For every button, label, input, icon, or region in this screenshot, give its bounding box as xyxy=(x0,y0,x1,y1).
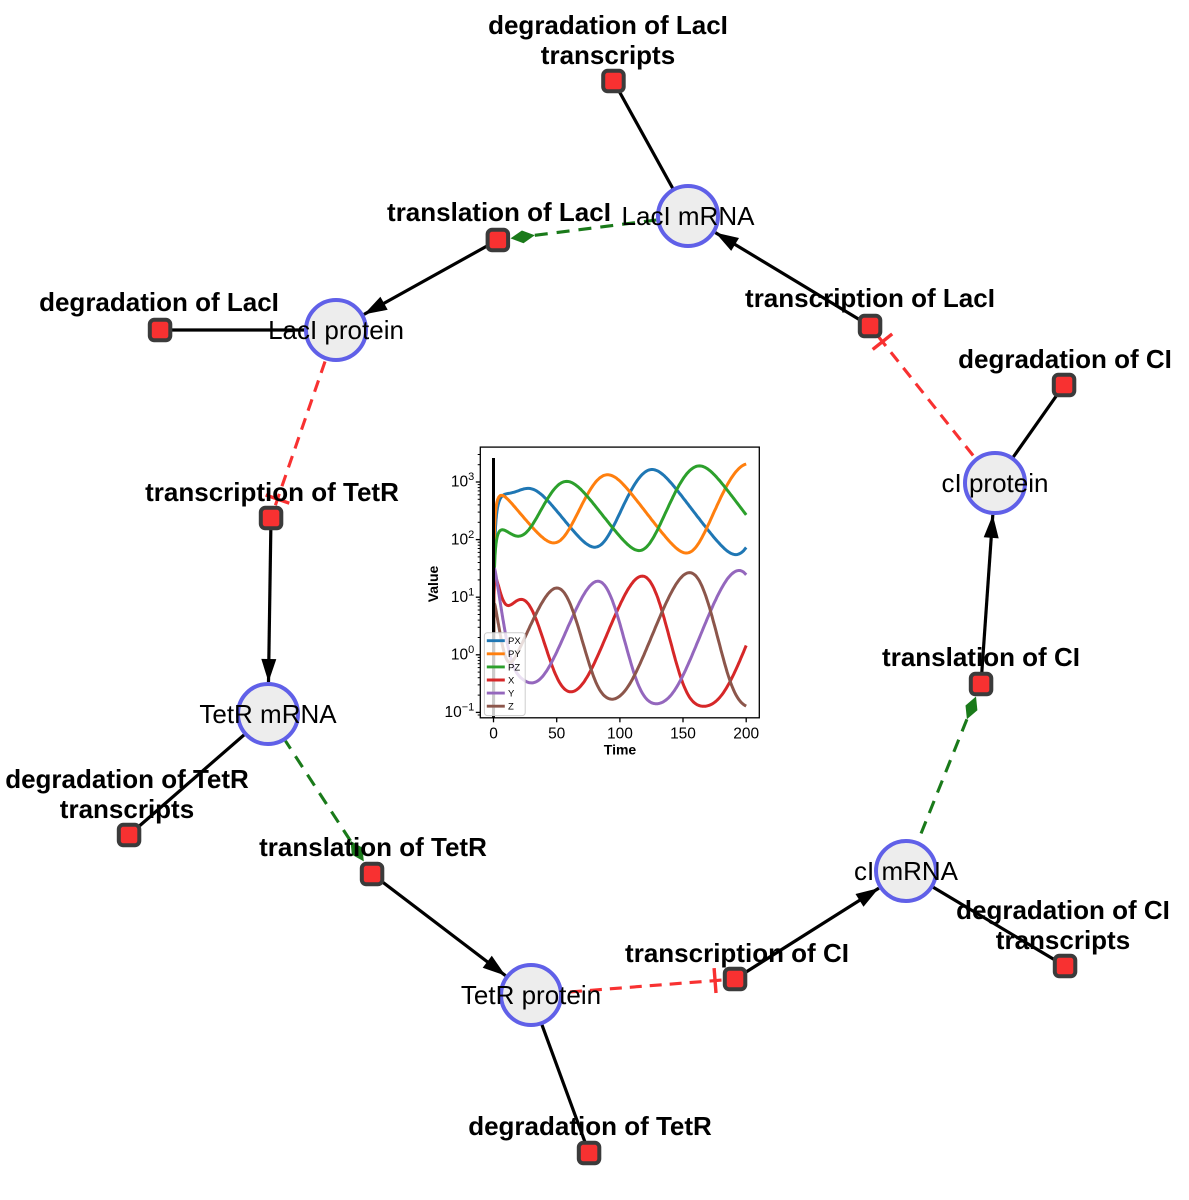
svg-text:PX: PX xyxy=(508,636,521,647)
svg-text:TetR protein: TetR protein xyxy=(461,980,601,1010)
svg-text:transcription of TetR: transcription of TetR xyxy=(145,477,399,507)
svg-text:50: 50 xyxy=(548,726,566,743)
svg-text:transcription of CI: transcription of CI xyxy=(625,938,849,968)
svg-text:PY: PY xyxy=(508,649,521,660)
svg-text:cI protein: cI protein xyxy=(942,468,1049,498)
svg-text:TetR mRNA: TetR mRNA xyxy=(199,699,337,729)
svg-text:transcripts: transcripts xyxy=(60,794,194,824)
svg-text:LacI protein: LacI protein xyxy=(268,315,404,345)
svg-text:translation of CI: translation of CI xyxy=(882,642,1080,672)
svg-text:transcripts: transcripts xyxy=(996,925,1130,955)
svg-text:LacI mRNA: LacI mRNA xyxy=(622,201,756,231)
svg-text:translation of LacI: translation of LacI xyxy=(387,197,611,227)
svg-text:transcription of LacI: transcription of LacI xyxy=(745,283,995,313)
svg-text:150: 150 xyxy=(670,726,696,743)
svg-text:200: 200 xyxy=(733,726,759,743)
svg-text:degradation of CI: degradation of CI xyxy=(956,895,1170,925)
svg-text:0: 0 xyxy=(489,726,498,743)
svg-text:degradation of CI: degradation of CI xyxy=(958,344,1172,374)
svg-text:X: X xyxy=(508,675,515,686)
svg-text:PZ: PZ xyxy=(508,662,520,673)
svg-text:Value: Value xyxy=(425,566,441,603)
svg-text:degradation of LacI: degradation of LacI xyxy=(488,10,728,40)
svg-text:degradation of TetR: degradation of TetR xyxy=(468,1111,712,1141)
svg-text:transcripts: transcripts xyxy=(541,40,675,70)
svg-text:degradation of LacI: degradation of LacI xyxy=(39,287,279,317)
svg-text:cI mRNA: cI mRNA xyxy=(854,856,959,886)
svg-text:Time: Time xyxy=(604,742,637,758)
svg-text:Y: Y xyxy=(508,689,515,700)
svg-text:Z: Z xyxy=(508,702,514,713)
svg-text:translation of TetR: translation of TetR xyxy=(259,832,487,862)
svg-text:100: 100 xyxy=(607,726,633,743)
svg-text:degradation of TetR: degradation of TetR xyxy=(5,764,249,794)
